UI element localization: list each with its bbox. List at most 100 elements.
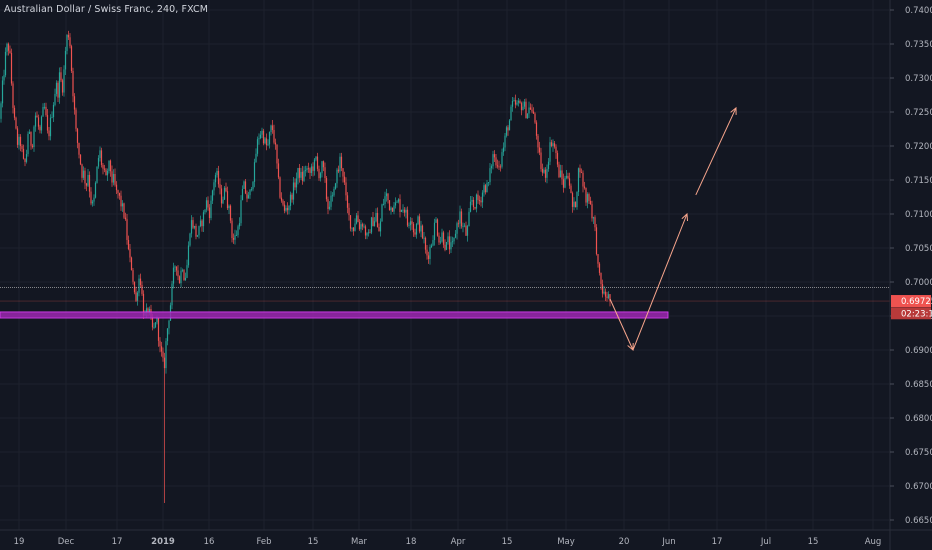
candle-body <box>121 203 124 207</box>
candle-body <box>115 184 118 191</box>
candle-body <box>387 193 389 201</box>
candle-body <box>463 225 466 227</box>
price-axis[interactable]: 0.74000 0.73500 0.73000 0.72500 0.72000 0.715… <box>889 0 932 550</box>
candle-body <box>16 128 19 145</box>
candle-body <box>81 164 83 178</box>
candle-body <box>207 200 209 208</box>
candle-body <box>501 152 503 167</box>
candle-body <box>151 317 154 328</box>
candle-body <box>339 156 341 172</box>
time-tick-label: Mar <box>351 537 368 547</box>
candle-body <box>174 266 176 268</box>
candle-body <box>486 182 488 193</box>
candle-body <box>343 176 346 183</box>
candle-body <box>72 71 74 97</box>
candle-body <box>253 162 256 182</box>
candle-body <box>31 145 34 147</box>
candle-body <box>315 156 317 160</box>
candle-body <box>588 194 590 201</box>
candle-body <box>240 200 242 224</box>
chart-grid <box>0 0 890 530</box>
candle-body <box>138 278 140 293</box>
candle-body <box>516 102 518 105</box>
candle-body <box>79 154 82 165</box>
candle-body <box>363 226 365 228</box>
projection-arrowhead <box>681 212 689 222</box>
candle-body <box>45 106 47 116</box>
candle-body <box>519 100 521 104</box>
candle-body <box>204 209 206 213</box>
candle-body <box>423 237 425 239</box>
time-tick-label: Jun <box>661 537 675 547</box>
candle-body <box>292 182 295 200</box>
candle-body <box>444 244 446 250</box>
candle-body <box>223 187 226 200</box>
candle-body <box>84 170 86 184</box>
price-tick-label: 0.72500 <box>905 108 932 118</box>
candle-body <box>552 143 554 146</box>
candle-body <box>193 225 196 228</box>
last-price-label: 0.69725 <box>901 297 932 307</box>
candle-body <box>435 219 437 223</box>
candle-body <box>46 115 49 131</box>
candle-body <box>504 135 506 148</box>
candle-body <box>561 170 563 180</box>
candle-body <box>394 202 397 206</box>
candle-body <box>220 188 223 204</box>
candle-body <box>348 207 350 216</box>
candle-body <box>340 156 343 169</box>
candle-body <box>252 181 254 190</box>
candle-body <box>544 169 547 178</box>
candle-body <box>73 96 76 110</box>
candle-body <box>24 158 26 162</box>
candle-body <box>510 106 512 121</box>
candle-body <box>211 190 214 201</box>
candle-body <box>22 148 25 159</box>
time-tick-label: 16 <box>204 537 215 547</box>
candle-body <box>400 209 403 212</box>
candle-body <box>195 225 197 237</box>
candle-body <box>493 154 496 158</box>
candle-body <box>492 154 494 167</box>
candle-body <box>4 51 7 76</box>
candle-body <box>219 184 221 189</box>
candle-body <box>496 165 499 167</box>
candle-body <box>469 201 472 212</box>
candle-body <box>153 327 155 328</box>
candle-body <box>141 285 143 294</box>
candle-body <box>556 153 559 165</box>
candle-body <box>97 157 100 167</box>
candle-body <box>466 226 469 236</box>
time-tick-label: 19 <box>14 537 25 547</box>
candle-body <box>426 249 428 256</box>
candle-body <box>427 255 430 259</box>
candle-body <box>78 142 80 155</box>
candle-body <box>82 170 85 178</box>
candle-body <box>130 257 133 271</box>
candle-body <box>406 209 409 226</box>
candle-body <box>289 194 292 206</box>
candle-body <box>376 212 379 227</box>
candle-body <box>379 221 382 232</box>
candle-body <box>540 152 542 169</box>
candle-body <box>333 188 335 196</box>
price-tick-label: 0.70000 <box>905 278 932 288</box>
candle-body <box>477 194 479 201</box>
price-tick-label: 0.68000 <box>905 414 932 424</box>
candle-body <box>312 166 314 171</box>
candle-body <box>336 169 338 184</box>
candle-body <box>178 276 181 284</box>
candle-body <box>196 235 199 237</box>
candle-body <box>132 270 134 282</box>
candle-body <box>369 232 371 234</box>
candle-body <box>142 293 145 316</box>
time-axis[interactable]: 19 Dec 17 2019 16 Feb 15 Mar 18 Apr 15 May 20 Jun 17 Ju… <box>0 529 932 547</box>
candle-body <box>585 187 587 203</box>
candle-body <box>445 242 448 250</box>
candle-body <box>537 135 539 148</box>
candle-body <box>36 115 38 118</box>
candle-body <box>136 292 139 301</box>
candle-body <box>568 178 571 186</box>
candle-body <box>415 224 418 235</box>
